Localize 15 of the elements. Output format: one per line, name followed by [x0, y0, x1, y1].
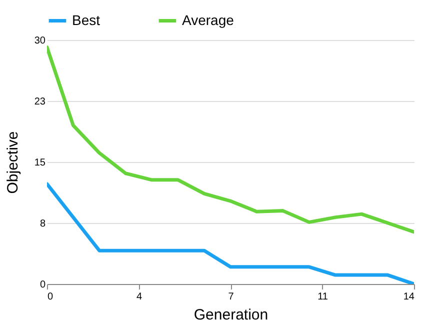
y-tick-label: 23: [34, 96, 46, 108]
legend-label: Average: [182, 12, 234, 28]
x-tick-label: 14: [403, 292, 415, 302]
line-series: [47, 46, 414, 234]
x-tick-label: 4: [136, 292, 142, 302]
legend-label: Best: [72, 12, 100, 28]
y-tick-label: 8: [40, 218, 46, 230]
x-tick-label: 11: [318, 292, 328, 302]
y-tick-label: 0: [40, 280, 46, 290]
y-axis-title: Objective: [4, 131, 22, 194]
x-axis-title: Generation: [194, 306, 268, 324]
x-tick-label: 7: [228, 292, 234, 302]
x-tick-label: 0: [48, 292, 54, 302]
y-tick-label: 15: [34, 158, 46, 168]
y-tick-label: 30: [34, 36, 46, 46]
